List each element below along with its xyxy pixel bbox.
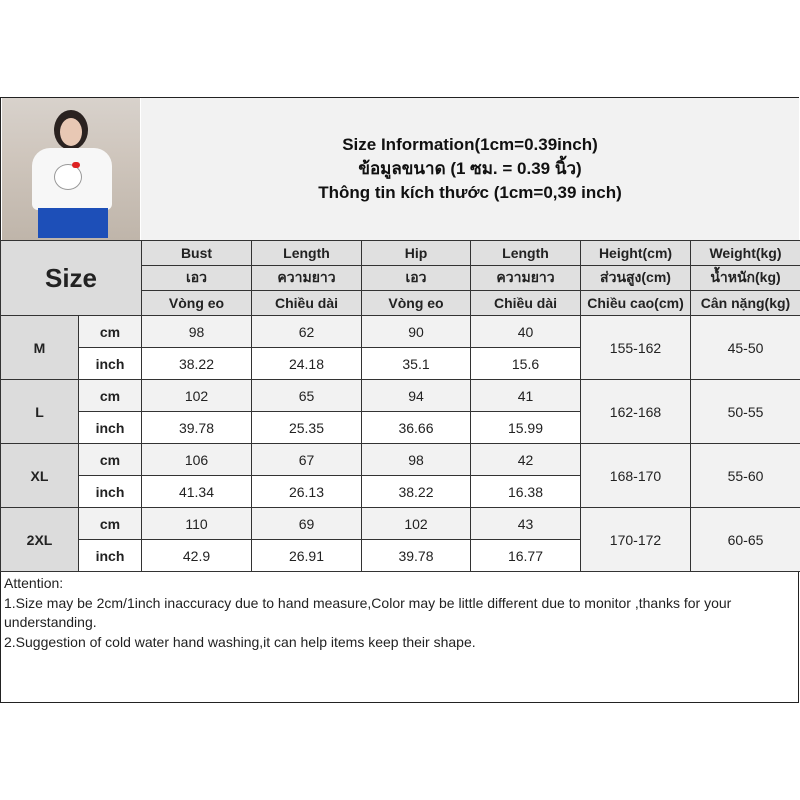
note-1: 1.Size may be 2cm/1inch inaccuracy due t… (4, 594, 732, 631)
column-header: น้ำหนัก(kg) (690, 265, 800, 291)
column-header: เอว (141, 265, 252, 291)
value-cell: 16.38 (470, 475, 581, 508)
weight-cell: 45-50 (690, 315, 800, 380)
value-cell: 67 (251, 443, 362, 476)
hello-kitty-print (54, 164, 82, 190)
column-header: Chiều dài (251, 290, 362, 316)
value-cell: 110 (141, 507, 252, 540)
unit-cell: cm (78, 315, 142, 348)
attention-notes: Attention: 1.Size may be 2cm/1inch inacc… (4, 574, 794, 652)
value-cell: 16.77 (470, 539, 581, 572)
unit-cell: inch (78, 539, 142, 572)
value-cell: 43 (470, 507, 581, 540)
value-cell: 15.99 (470, 411, 581, 444)
value-cell: 41.34 (141, 475, 252, 508)
table-row-cm: 2XL cm 110 69 102 43 170-172 60-65 (0, 507, 800, 572)
column-header: Length (251, 240, 362, 266)
value-cell: 39.78 (361, 539, 471, 572)
unit-cell: cm (78, 443, 142, 476)
size-info-title: Size Information(1cm=0.39inch) ข้อมูลขนา… (141, 98, 799, 240)
table-row-cm: XL cm 106 67 98 42 168-170 55-60 (0, 443, 800, 508)
blue-shorts (38, 208, 108, 238)
value-cell: 25.35 (251, 411, 362, 444)
title-english: Size Information(1cm=0.39inch) (342, 135, 598, 154)
value-cell: 98 (361, 443, 471, 476)
weight-cell: 50-55 (690, 379, 800, 444)
product-photo (2, 98, 140, 240)
value-cell: 90 (361, 315, 471, 348)
size-name-cell: L (0, 379, 79, 444)
value-cell: 98 (141, 315, 252, 348)
header-row: Vòng eo Chiều dài Vòng eo Chiều dài Chiều ca… (1, 290, 800, 316)
column-header: Vòng eo (141, 290, 252, 316)
value-cell: 106 (141, 443, 252, 476)
column-header: ความยาว (251, 265, 362, 291)
size-name-cell: M (0, 315, 79, 380)
value-cell: 69 (251, 507, 362, 540)
column-header: ความยาว (470, 265, 581, 291)
weight-cell: 55-60 (690, 443, 800, 508)
value-cell: 41 (470, 379, 581, 412)
title-thai: ข้อมูลขนาด (1 ซม. = 0.39 นิ้ว) (358, 159, 582, 178)
column-header: Height(cm) (580, 240, 691, 266)
table-row-inch: inch 38.22 24.18 35.1 15.6 (1, 347, 800, 380)
height-cell: 170-172 (580, 507, 691, 572)
table-row-inch: inch 41.34 26.13 38.22 16.38 (1, 475, 800, 508)
value-cell: 38.22 (141, 347, 252, 380)
note-2: 2.Suggestion of cold water hand washing,… (4, 633, 476, 650)
weight-cell: 60-65 (690, 507, 800, 572)
bow-icon (72, 162, 80, 168)
title-vietnamese: Thông tin kích thước (1cm=0,39 inch) (318, 183, 622, 202)
height-cell: 168-170 (580, 443, 691, 508)
column-header: Hip (361, 240, 471, 266)
value-cell: 94 (361, 379, 471, 412)
header-row: Size Bust Length Hip Length Height(cm) Weight(… (0, 240, 800, 316)
notes-heading: Attention: (4, 575, 64, 591)
value-cell: 65 (251, 379, 362, 412)
size-table: Size Bust Length Hip Length Height(cm) Weight(… (0, 240, 800, 572)
height-cell: 155-162 (580, 315, 691, 380)
value-cell: 40 (470, 315, 581, 348)
value-cell: 42.9 (141, 539, 252, 572)
unit-cell: inch (78, 475, 142, 508)
value-cell: 42 (470, 443, 581, 476)
unit-cell: inch (78, 347, 142, 380)
value-cell: 24.18 (251, 347, 362, 380)
column-header: Vòng eo (361, 290, 471, 316)
column-header: Chiều cao(cm) (580, 290, 691, 316)
value-cell: 36.66 (361, 411, 471, 444)
value-cell: 38.22 (361, 475, 471, 508)
column-header: Bust (141, 240, 252, 266)
value-cell: 62 (251, 315, 362, 348)
unit-cell: inch (78, 411, 142, 444)
column-header: Length (470, 240, 581, 266)
value-cell: 102 (141, 379, 252, 412)
unit-cell: cm (78, 379, 142, 412)
value-cell: 15.6 (470, 347, 581, 380)
value-cell: 26.13 (251, 475, 362, 508)
value-cell: 26.91 (251, 539, 362, 572)
value-cell: 102 (361, 507, 471, 540)
header-row: เอว ความยาว เอว ความยาว ส่วนสูง(cm) น้ำหนัก(k… (1, 265, 800, 291)
column-header: เอว (361, 265, 471, 291)
column-header: Cân nặng(kg) (690, 290, 800, 316)
model-face (60, 118, 82, 146)
unit-cell: cm (78, 507, 142, 540)
size-name-cell: 2XL (0, 507, 79, 572)
size-name-cell: XL (0, 443, 79, 508)
table-row-inch: inch 42.9 26.91 39.78 16.77 (1, 539, 800, 572)
value-cell: 39.78 (141, 411, 252, 444)
column-header: ส่วนสูง(cm) (580, 265, 691, 291)
column-header: Chiều dài (470, 290, 581, 316)
size-label-cell: Size (0, 240, 142, 316)
value-cell: 35.1 (361, 347, 471, 380)
height-cell: 162-168 (580, 379, 691, 444)
column-header: Weight(kg) (690, 240, 800, 266)
